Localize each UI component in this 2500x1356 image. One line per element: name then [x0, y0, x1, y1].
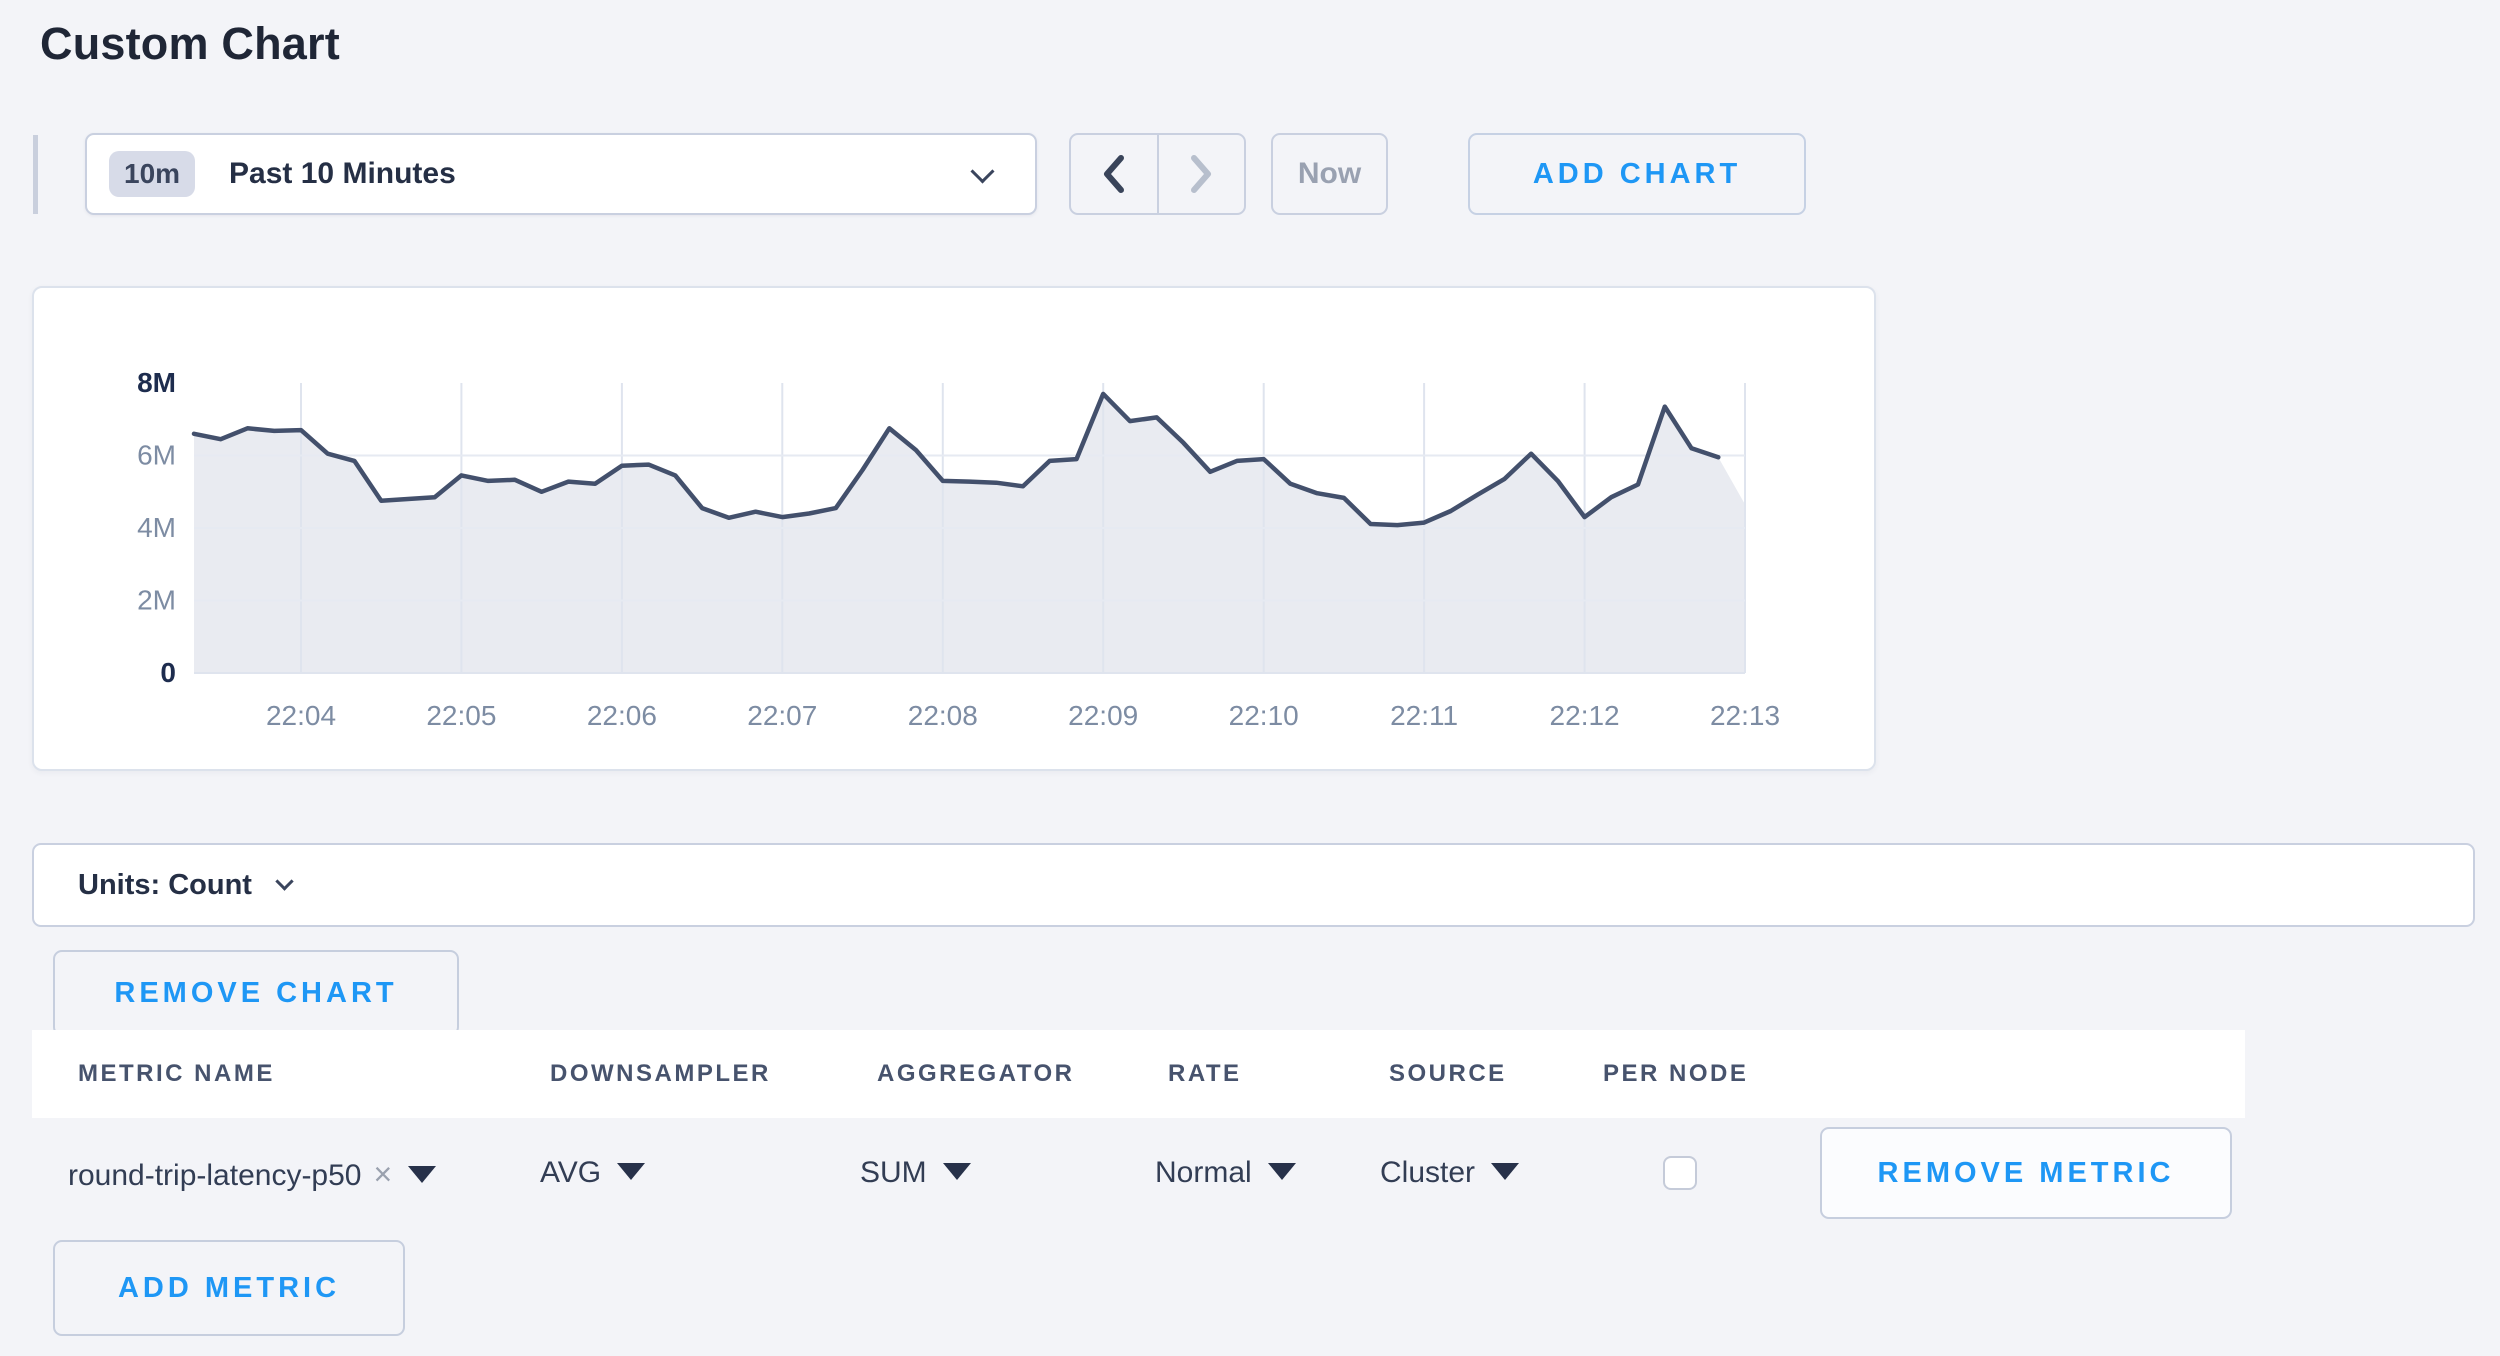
header-rate: RATE [1168, 1060, 1242, 1087]
metric-name-value: round-trip-latency-p50 [68, 1159, 362, 1192]
add-chart-button[interactable]: ADD CHART [1468, 133, 1806, 215]
time-range-select[interactable]: 10m Past 10 Minutes [85, 133, 1037, 215]
x-tick-label: 22:06 [587, 700, 657, 731]
x-tick-label: 22:13 [1710, 700, 1780, 731]
time-back-button[interactable] [1071, 135, 1157, 213]
per-node-checkbox[interactable] [1663, 1156, 1697, 1190]
header-source: SOURCE [1389, 1060, 1507, 1087]
header-per-node: PER NODE [1603, 1060, 1749, 1087]
chart-card: 0 2M 4M 6M 8M 22:04 22:05 22:06 22:07 22:08 22:09 2… [32, 286, 1876, 771]
chevron-down-icon [970, 159, 995, 184]
caret-down-icon [617, 1163, 646, 1180]
units-select[interactable]: Units: Count [32, 843, 2475, 927]
time-range-badge: 10m [109, 151, 196, 197]
chevron-left-icon [1103, 155, 1124, 193]
y-tick-label: 8M [137, 367, 176, 398]
caret-down-icon [408, 1166, 437, 1183]
x-tick-label: 22:11 [1390, 700, 1458, 731]
time-nav-group [1069, 133, 1246, 215]
caret-down-icon [1491, 1163, 1520, 1180]
x-tick-label: 22:04 [266, 700, 336, 731]
aggregator-select[interactable]: SUM [860, 1156, 971, 1190]
remove-metric-button[interactable]: REMOVE METRIC [1820, 1127, 2232, 1219]
y-tick-label: 6M [137, 440, 176, 471]
close-icon[interactable]: × [373, 1156, 393, 1192]
downsampler-select[interactable]: AVG [540, 1156, 646, 1190]
units-label: Units: Count [78, 868, 252, 901]
chevron-right-icon [1191, 155, 1212, 193]
series-line [191, 391, 1721, 528]
y-tick-label: 0 [160, 657, 176, 688]
time-forward-button[interactable] [1156, 135, 1245, 213]
header-aggregator: AGGREGATOR [877, 1060, 1075, 1087]
caret-down-icon [942, 1163, 971, 1180]
x-tick-label: 22:05 [426, 700, 496, 731]
remove-chart-button[interactable]: REMOVE CHART [53, 950, 459, 1036]
downsampler-value: AVG [540, 1156, 602, 1189]
chevron-down-icon [275, 871, 294, 891]
caret-down-icon [1267, 1163, 1296, 1180]
y-tick-label: 4M [137, 512, 176, 543]
add-metric-button[interactable]: ADD METRIC [53, 1240, 405, 1336]
y-tick-label: 2M [137, 585, 176, 616]
header-metric-name: METRIC NAME [78, 1060, 275, 1087]
time-range-label: Past 10 Minutes [229, 157, 456, 190]
now-button[interactable]: Now [1271, 133, 1388, 215]
x-tick-label: 22:07 [747, 700, 817, 731]
rate-select[interactable]: Normal [1155, 1156, 1296, 1190]
metric-table-header: METRIC NAME DOWNSAMPLER AGGREGATOR RATE … [32, 1030, 2245, 1118]
aggregator-value: SUM [860, 1156, 927, 1189]
chart-plot[interactable]: 0 2M 4M 6M 8M 22:04 22:05 22:06 22:07 22:08 22:09 2… [34, 288, 1878, 773]
x-tick-label: 22:10 [1229, 700, 1299, 731]
page-title: Custom Chart [40, 18, 340, 69]
header-downsampler: DOWNSAMPLER [550, 1060, 771, 1087]
source-select[interactable]: Cluster [1380, 1156, 1520, 1190]
x-tick-label: 22:09 [1068, 700, 1138, 731]
x-tick-label: 22:08 [908, 700, 978, 731]
rate-value: Normal [1155, 1156, 1252, 1189]
metric-name-select[interactable]: round-trip-latency-p50 × [68, 1156, 437, 1193]
source-value: Cluster [1380, 1156, 1476, 1189]
x-tick-label: 22:12 [1550, 700, 1620, 731]
row-accent-bar [33, 135, 38, 214]
series-area-fill [194, 393, 1745, 673]
